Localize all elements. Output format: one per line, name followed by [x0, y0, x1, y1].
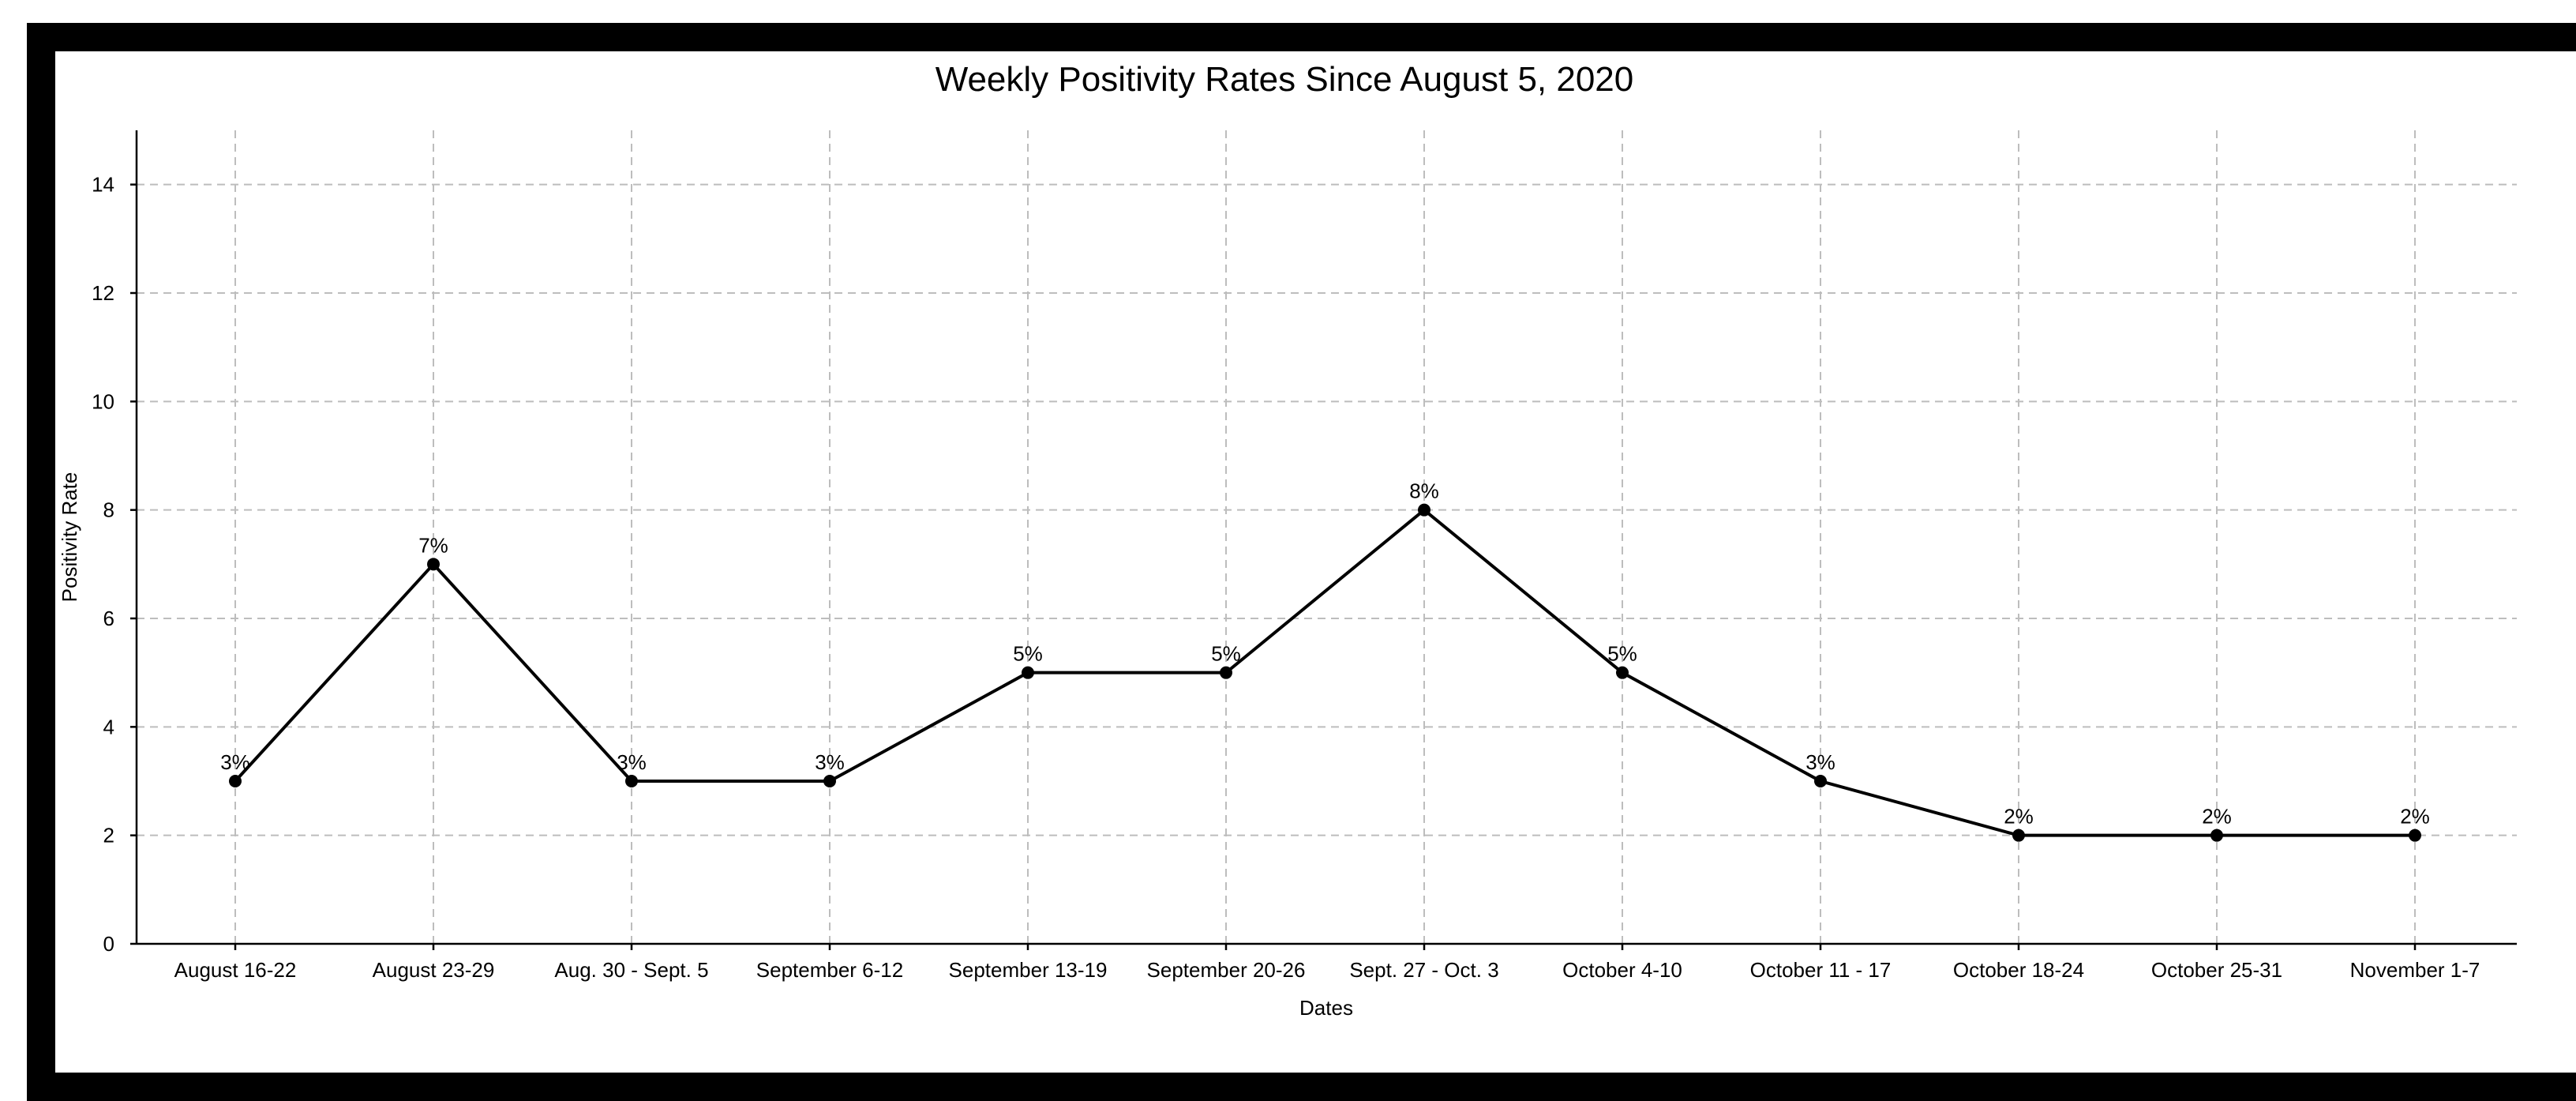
x-tick-label: October 11 - 17	[1750, 958, 1892, 982]
y-tick-label: 0	[103, 932, 114, 956]
data-point	[1418, 503, 1430, 517]
data-label: 2%	[2202, 805, 2232, 829]
x-tick-label: September 6-12	[756, 958, 903, 982]
chart-frame	[27, 23, 2576, 1101]
x-tick-label: October 18-24	[1953, 958, 2084, 982]
grid-layer	[137, 130, 2517, 944]
x-tick-label: August 16-22	[174, 958, 297, 982]
y-tick-label: 6	[103, 607, 114, 630]
data-label: 5%	[1607, 642, 1637, 666]
data-point	[2409, 829, 2421, 842]
data-point	[427, 558, 440, 571]
x-tick-label: October 4-10	[1562, 958, 1682, 982]
y-tick-label: 4	[103, 715, 114, 738]
series-line	[234, 508, 2415, 837]
x-tick-label: Sept. 27 - Oct. 3	[1349, 958, 1498, 982]
data-point	[1220, 666, 1232, 679]
data-label: 3%	[617, 750, 647, 774]
data-label: 8%	[1409, 479, 1439, 503]
data-label: 5%	[1013, 642, 1043, 666]
data-label: 2%	[2004, 805, 2034, 829]
data-point	[823, 775, 836, 787]
y-tick-label: 12	[92, 281, 114, 305]
x-axis-title: Dates	[1299, 996, 1353, 1020]
data-label: 2%	[2400, 805, 2430, 829]
x-tick-label: November 1-7	[2350, 958, 2480, 982]
data-label: 3%	[1805, 750, 1835, 774]
data-label: 5%	[1211, 642, 1241, 666]
data-point	[1616, 666, 1629, 679]
data-label: 3%	[815, 750, 845, 774]
x-tick-label: Aug. 30 - Sept. 5	[554, 958, 708, 982]
y-axis-title: Positivity Rate	[58, 472, 81, 603]
x-tick-label: October 25-31	[2151, 958, 2282, 982]
data-point	[229, 775, 242, 787]
data-point	[1814, 775, 1827, 787]
y-tick-label: 2	[103, 824, 114, 847]
series-layer	[229, 503, 2421, 842]
data-point	[2210, 829, 2223, 842]
y-tick-label: 10	[92, 389, 114, 413]
x-tick-label: September 13-19	[949, 958, 1108, 982]
data-point	[1022, 666, 1034, 679]
y-tick-label: 8	[103, 498, 114, 522]
x-tick-label: September 20-26	[1147, 958, 1306, 982]
x-tick-label: August 23-29	[373, 958, 495, 982]
data-point	[2012, 829, 2025, 842]
data-label: 7%	[418, 533, 448, 557]
y-tick-label: 14	[92, 173, 114, 197]
chart-title: Weekly Positivity Rates Since August 5, …	[936, 60, 1634, 99]
data-point	[625, 775, 638, 787]
axes-layer: 0 2 4 6 8 10 12 14 August 16-22 August 23-29 Aug. …	[92, 130, 2517, 982]
line-chart: Weekly Positivity Rates Since August 5, …	[58, 60, 2517, 1020]
data-label-layer: 3% 7% 3% 3% 5% 5% 8% 5% 3% 2% 2% 2%	[220, 479, 2430, 829]
data-label: 3%	[220, 750, 250, 774]
